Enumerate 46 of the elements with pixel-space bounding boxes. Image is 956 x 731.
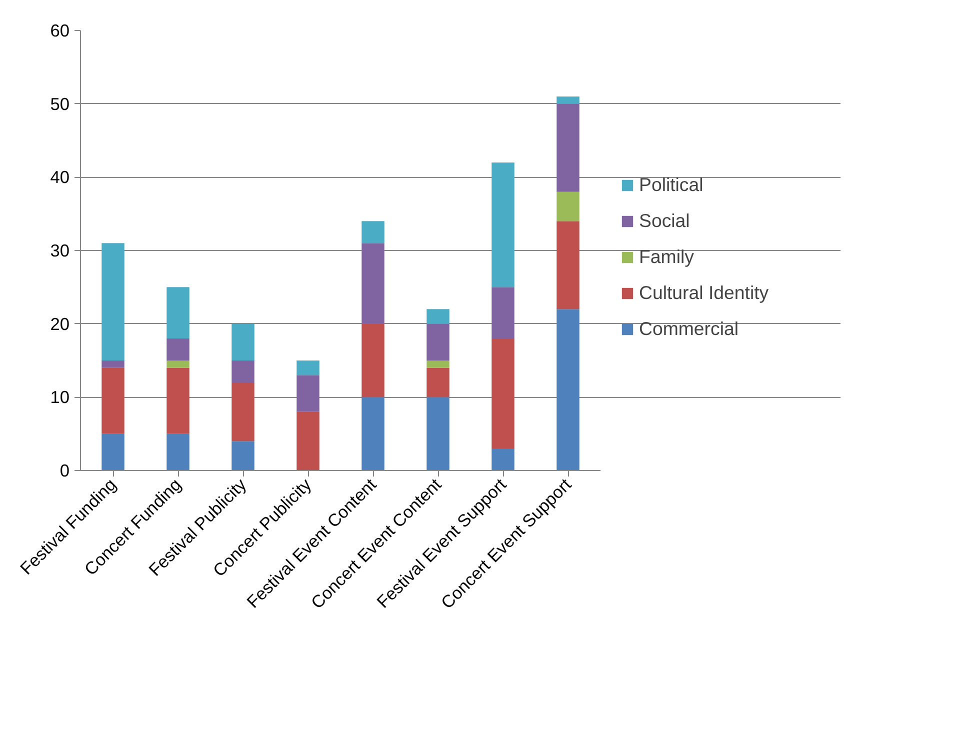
y-tick-label: 30 [50,240,70,260]
bar [232,324,254,360]
bar [426,360,450,368]
y-tick-label: 50 [50,94,70,114]
bar [362,324,384,398]
bar [556,221,580,310]
bar [102,243,124,360]
bar [492,448,514,470]
y-tick-label: 20 [50,314,70,334]
bar [102,360,124,368]
bar [492,162,514,288]
y-tick-label: 40 [50,167,70,188]
bar [426,368,450,398]
bar [556,96,580,104]
bar [232,441,254,470]
bar [166,360,190,368]
legend-label: Family [639,246,694,268]
bar [166,287,190,338]
bar [426,397,450,470]
bar [102,434,124,470]
legend-label: Cultural Identity [639,282,769,304]
legend-label: Social [639,210,690,232]
bar [296,412,320,470]
bar [166,434,190,470]
bar [556,104,580,192]
bar [426,309,450,324]
bar [296,375,320,412]
bar [492,287,514,338]
y-tick-label: 0 [60,460,70,480]
bar [232,382,254,442]
bar [166,368,190,434]
bar [426,324,450,360]
bar [362,397,384,470]
bar [166,338,190,360]
y-tick-label: 10 [50,387,70,408]
legend-label: Political [639,174,704,196]
bar [362,243,384,324]
bar [556,192,580,222]
bar [556,309,580,470]
bar [492,338,514,448]
legend-label: Commercial [639,318,739,340]
bar [102,368,124,434]
bar [362,221,384,244]
y-tick-label: 60 [50,20,70,40]
bar [296,360,320,376]
bar [232,360,254,382]
